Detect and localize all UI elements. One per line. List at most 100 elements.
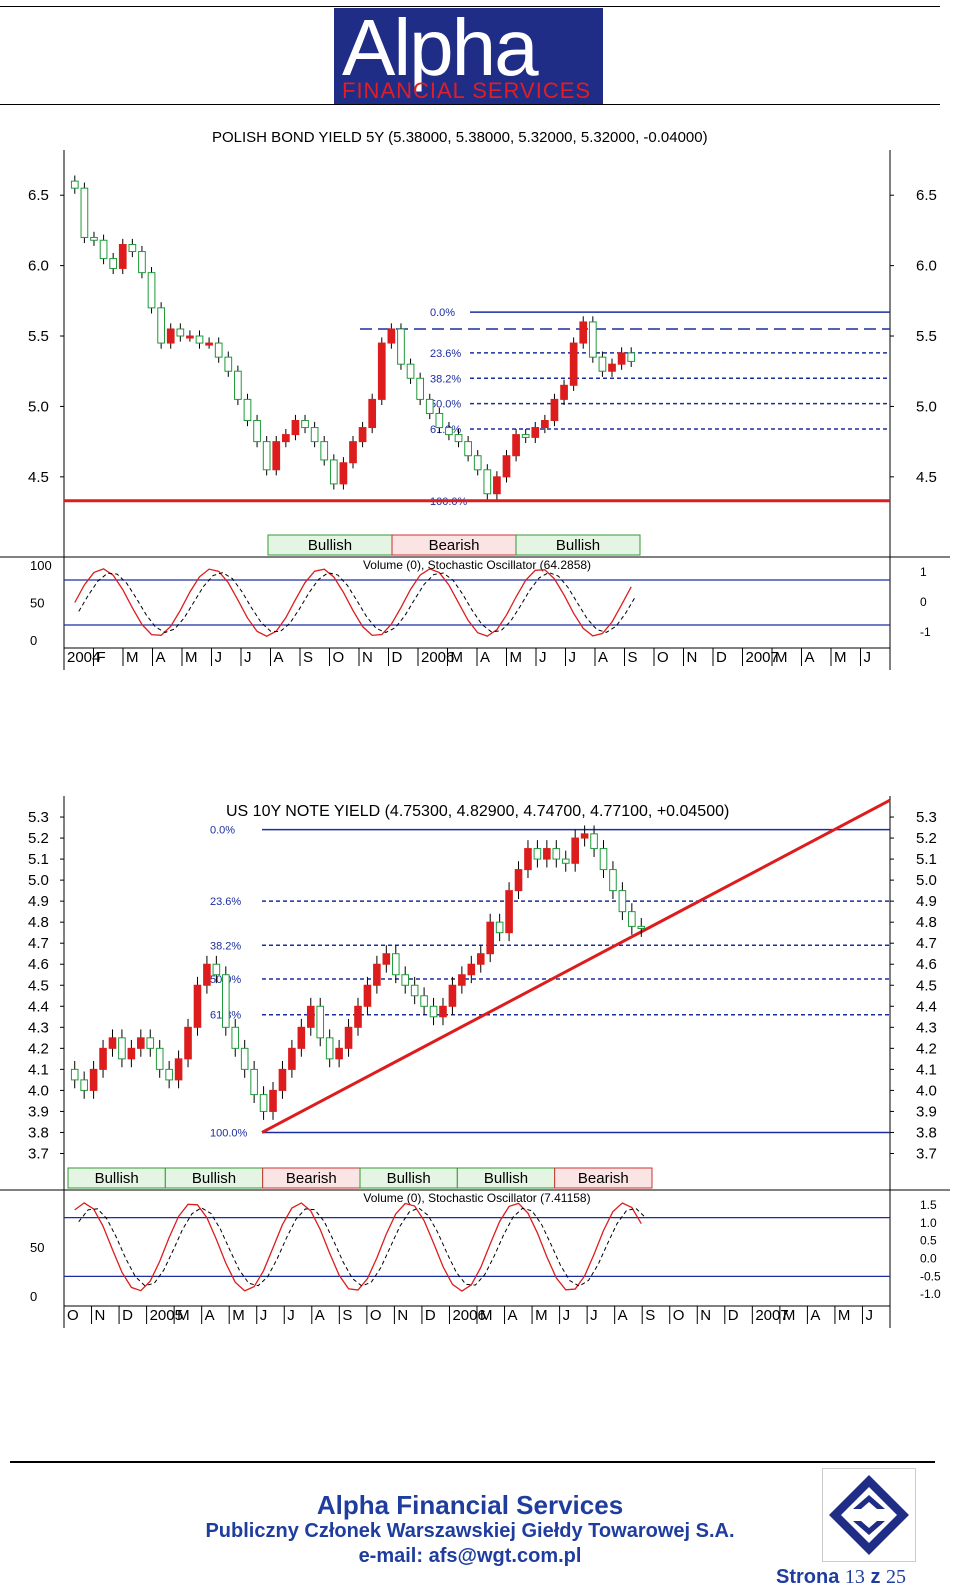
x-tick-label: M bbox=[177, 1307, 190, 1324]
osc-tick-right: -1.0 bbox=[920, 1287, 941, 1301]
candle-body bbox=[231, 1026, 240, 1049]
candle-body bbox=[493, 476, 501, 495]
x-tick-label: O bbox=[67, 1307, 79, 1324]
signal-label: Bullish bbox=[192, 1170, 236, 1187]
polish-bond-chart: 0.0%23.6%38.2%50.0%61.8%100.0% 6.56.56.0… bbox=[0, 129, 950, 670]
candle-body bbox=[354, 1005, 362, 1028]
candle-body bbox=[80, 1079, 88, 1091]
candle-body bbox=[99, 1047, 107, 1070]
candle-body bbox=[420, 995, 428, 1007]
candle-body bbox=[259, 1094, 268, 1112]
candle-body bbox=[454, 434, 463, 443]
y-tick-label: 6.0 bbox=[28, 258, 49, 275]
osc-tick-right: -0.5 bbox=[920, 1269, 941, 1283]
osc-title: Volume (0), Stochastic Oscillator (64.28… bbox=[363, 558, 591, 572]
fib-label: 23.6% bbox=[210, 896, 241, 908]
x-tick-label: J bbox=[864, 649, 872, 666]
x-tick-label: A bbox=[618, 1307, 628, 1324]
x-tick-label: 2004 bbox=[67, 649, 100, 666]
candle-body bbox=[358, 427, 367, 443]
y-tick-label-right: 3.7 bbox=[916, 1145, 937, 1162]
y-tick-label: 4.9 bbox=[28, 893, 49, 910]
y-tick-label-right: 5.0 bbox=[916, 398, 937, 415]
osc-tick-right: 0.5 bbox=[920, 1234, 937, 1248]
x-tick-label: O bbox=[673, 1307, 685, 1324]
candle-body bbox=[221, 974, 230, 1028]
x-tick-label: J bbox=[865, 1307, 873, 1324]
footer-company: Alpha Financial Services bbox=[316, 1490, 624, 1520]
page-current: 13 bbox=[844, 1566, 865, 1588]
candle-body bbox=[531, 427, 540, 438]
x-tick-label: J bbox=[590, 1307, 598, 1324]
candle-body bbox=[445, 427, 453, 436]
candle-body bbox=[628, 911, 636, 927]
candle-body bbox=[617, 352, 626, 365]
candle-body bbox=[521, 434, 530, 438]
x-tick-label: A bbox=[315, 1307, 325, 1324]
x-tick-label: S bbox=[645, 1307, 655, 1324]
candle-body bbox=[99, 239, 108, 260]
signal-label: Bullish bbox=[308, 537, 352, 554]
fib-label: 38.2% bbox=[430, 373, 461, 385]
candle-body bbox=[243, 398, 252, 422]
candle-body bbox=[495, 921, 504, 934]
x-tick-label: A bbox=[156, 649, 166, 666]
candle-body bbox=[174, 1058, 183, 1081]
candle-body bbox=[297, 1026, 306, 1049]
candle-body bbox=[486, 921, 495, 955]
candle-body bbox=[281, 434, 290, 443]
y-tick-label: 4.4 bbox=[28, 998, 49, 1015]
osc-tick-right: 1 bbox=[920, 565, 927, 579]
stochastic-line bbox=[74, 568, 632, 637]
candle-body bbox=[391, 953, 400, 976]
candle-body bbox=[118, 1037, 126, 1060]
x-tick-label: O bbox=[333, 649, 345, 666]
candle-body bbox=[262, 441, 271, 471]
footer-rule bbox=[10, 1461, 935, 1463]
y-tick-label-right: 4.6 bbox=[916, 956, 937, 973]
y-tick-label: 5.5 bbox=[28, 328, 49, 345]
candle-body bbox=[320, 441, 329, 461]
x-tick-label: A bbox=[805, 649, 815, 666]
candle-body bbox=[363, 984, 372, 1007]
stochastic-signal-line bbox=[78, 571, 636, 634]
candle-body bbox=[467, 963, 476, 976]
x-tick-label: M bbox=[185, 649, 198, 666]
y-tick-label-right: 3.8 bbox=[916, 1124, 937, 1141]
candle-body bbox=[137, 1037, 145, 1049]
candle-body bbox=[344, 1026, 353, 1049]
candle-body bbox=[186, 335, 194, 339]
x-tick-label: M bbox=[126, 649, 139, 666]
fib-label: 23.6% bbox=[430, 348, 461, 360]
candle-body bbox=[166, 328, 175, 344]
candle-body bbox=[543, 848, 551, 860]
candle-body bbox=[473, 455, 482, 471]
header-rule bbox=[0, 6, 940, 7]
candle-body bbox=[269, 1089, 277, 1112]
footer-email[interactable]: e-mail: afs@wgt.com.pl bbox=[358, 1545, 582, 1567]
candle-body bbox=[368, 398, 377, 429]
y-tick-label-right: 4.0 bbox=[916, 1082, 937, 1099]
x-tick-label: J bbox=[260, 1307, 268, 1324]
osc-tick-right: 1.5 bbox=[920, 1198, 937, 1212]
candle-body bbox=[464, 441, 472, 457]
candle-body bbox=[291, 420, 300, 436]
signal-label: Bullish bbox=[387, 1170, 431, 1187]
candle-body bbox=[212, 963, 221, 976]
candle-body bbox=[310, 427, 319, 443]
candle-body bbox=[128, 243, 137, 253]
x-tick-label: M bbox=[783, 1307, 796, 1324]
y-tick-label: 5.3 bbox=[28, 809, 49, 826]
candle-body bbox=[590, 833, 598, 850]
y-tick-label: 3.7 bbox=[28, 1145, 49, 1162]
candle-body bbox=[502, 455, 511, 478]
x-tick-label: S bbox=[628, 649, 638, 666]
y-tick-label: 3.8 bbox=[28, 1124, 49, 1141]
x-tick-label: A bbox=[274, 649, 284, 666]
candle-body bbox=[165, 1068, 173, 1081]
candle-body bbox=[580, 833, 589, 839]
candle-body bbox=[80, 187, 89, 238]
y-tick-label-right: 5.0 bbox=[916, 872, 937, 889]
y-tick-label: 4.1 bbox=[28, 1061, 49, 1078]
y-tick-label: 4.5 bbox=[28, 469, 49, 486]
